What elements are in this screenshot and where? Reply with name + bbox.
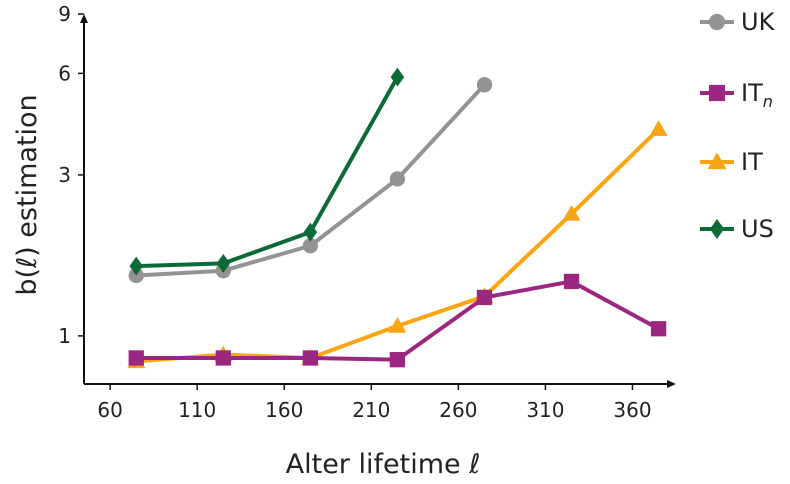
data-point-circle [389,171,406,187]
y-axis-arrow [80,14,88,23]
series-itn [128,273,667,368]
series-us [129,67,405,276]
x-tick-label: 260 [439,398,477,422]
series-layer [127,67,668,369]
legend-item-us: US [700,215,774,243]
y-tick-label: 6 [58,61,71,85]
legend-label: US [741,215,774,243]
y-axis-title: b(ℓ) estimation [12,94,43,295]
axes: 60 110 160 210 260 310 360 1 3 6 9 [58,2,676,422]
data-point-square [389,352,406,368]
legend-label: UK [741,8,776,36]
data-point-circle [708,13,726,31]
series-it [127,120,668,369]
data-point-diamond [303,222,318,242]
series-line-us [136,76,400,269]
data-point-square [708,84,726,102]
data-point-diamond [709,219,725,239]
x-tick-label: 160 [265,398,303,422]
data-point-triangle [562,204,581,221]
data-point-triangle [707,152,727,170]
data-point-square [650,321,667,337]
data-point-square [215,350,231,366]
data-point-circle [302,238,319,254]
x-axis-arrow [667,380,676,388]
legend-item-itn: ITn [700,79,773,111]
legend: UK ITn IT US [700,8,776,243]
series-uk [128,77,493,284]
legend-label: ITn [741,79,773,111]
y-tick-label: 9 [58,2,71,26]
y-tick-label: 1 [58,324,71,348]
data-point-square [563,273,580,290]
x-tick-label: 360 [613,398,651,422]
data-point-square [128,350,144,366]
x-axis-title: Alter lifetime ℓ [286,449,481,480]
data-point-square [302,350,319,366]
x-tick-label: 210 [352,398,390,422]
y-tick-label: 3 [58,163,71,187]
legend-item-uk: UK [700,8,776,36]
legend-item-it: IT [700,148,763,176]
data-point-diamond [129,256,143,276]
legend-label: IT [741,148,763,176]
data-point-circle [476,77,493,93]
x-tick-label: 310 [526,398,564,422]
data-point-diamond [216,253,231,273]
data-point-square [476,289,493,306]
data-point-triangle [388,316,407,333]
data-point-triangle [649,120,668,136]
x-tick-label: 60 [97,398,122,422]
data-point-diamond [390,67,405,87]
x-tick-label: 110 [178,398,216,422]
